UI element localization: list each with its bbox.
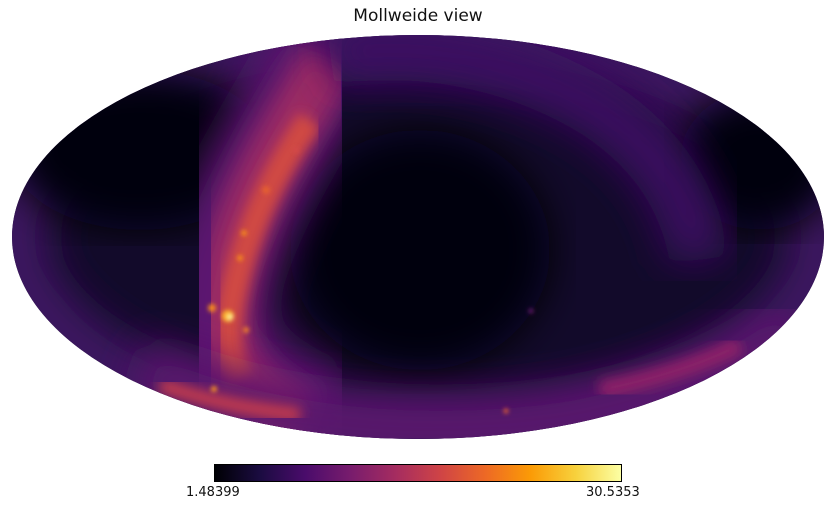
colorbar-min-label: 1.48399: [186, 485, 240, 500]
sky-map-pixels: [12, 35, 824, 439]
mollweide-map: [12, 35, 824, 439]
colorbar: [214, 464, 622, 482]
figure-title: Mollweide view: [353, 6, 483, 26]
colorbar-max-label: 30.5353: [586, 485, 640, 500]
